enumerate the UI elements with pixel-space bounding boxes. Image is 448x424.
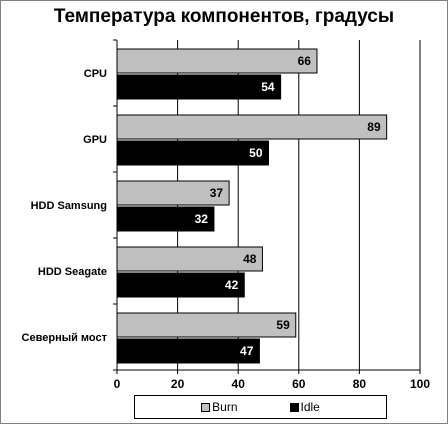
category-label: HDD Seagate bbox=[38, 266, 107, 278]
data-label-burn: 89 bbox=[367, 120, 381, 134]
legend: Burn Idle bbox=[134, 395, 387, 419]
legend-swatch-burn bbox=[201, 402, 211, 412]
bar-burn bbox=[116, 180, 230, 206]
legend-swatch-idle bbox=[289, 402, 299, 412]
category-label: Северный мост bbox=[22, 332, 108, 344]
bar-idle bbox=[116, 338, 260, 364]
category-label: CPU bbox=[84, 68, 107, 80]
bar-idle bbox=[116, 272, 245, 298]
data-label-burn: 66 bbox=[298, 54, 312, 68]
bar-burn bbox=[116, 48, 318, 74]
x-tick-label: 60 bbox=[292, 377, 306, 391]
data-label-idle: 50 bbox=[249, 146, 263, 160]
x-tick-label: 80 bbox=[353, 377, 367, 391]
bar-burn bbox=[116, 312, 297, 338]
category-label: GPU bbox=[83, 134, 107, 146]
bar-idle bbox=[116, 140, 269, 166]
chart-title: Температура компонентов, градусы bbox=[53, 6, 395, 27]
category-label: HDD Samsung bbox=[31, 200, 107, 212]
bar-burn bbox=[116, 246, 263, 272]
x-tick-label: 0 bbox=[114, 377, 121, 391]
data-label-burn: 59 bbox=[276, 318, 290, 332]
bar-burn bbox=[116, 114, 388, 140]
x-tick-label: 40 bbox=[232, 377, 246, 391]
x-tick-label: 100 bbox=[410, 377, 430, 391]
legend-item-idle: Idle bbox=[289, 400, 320, 414]
data-label-burn: 37 bbox=[210, 186, 224, 200]
data-label-burn: 48 bbox=[243, 252, 257, 266]
bar-idle bbox=[116, 74, 282, 100]
legend-label-idle: Idle bbox=[300, 400, 320, 414]
legend-label-burn: Burn bbox=[212, 400, 238, 414]
legend-item-burn: Burn bbox=[201, 400, 238, 414]
data-label-idle: 47 bbox=[240, 344, 254, 358]
x-tick-label: 20 bbox=[171, 377, 185, 391]
data-label-idle: 42 bbox=[225, 278, 239, 292]
data-label-idle: 54 bbox=[261, 80, 275, 94]
data-label-idle: 32 bbox=[195, 212, 209, 226]
